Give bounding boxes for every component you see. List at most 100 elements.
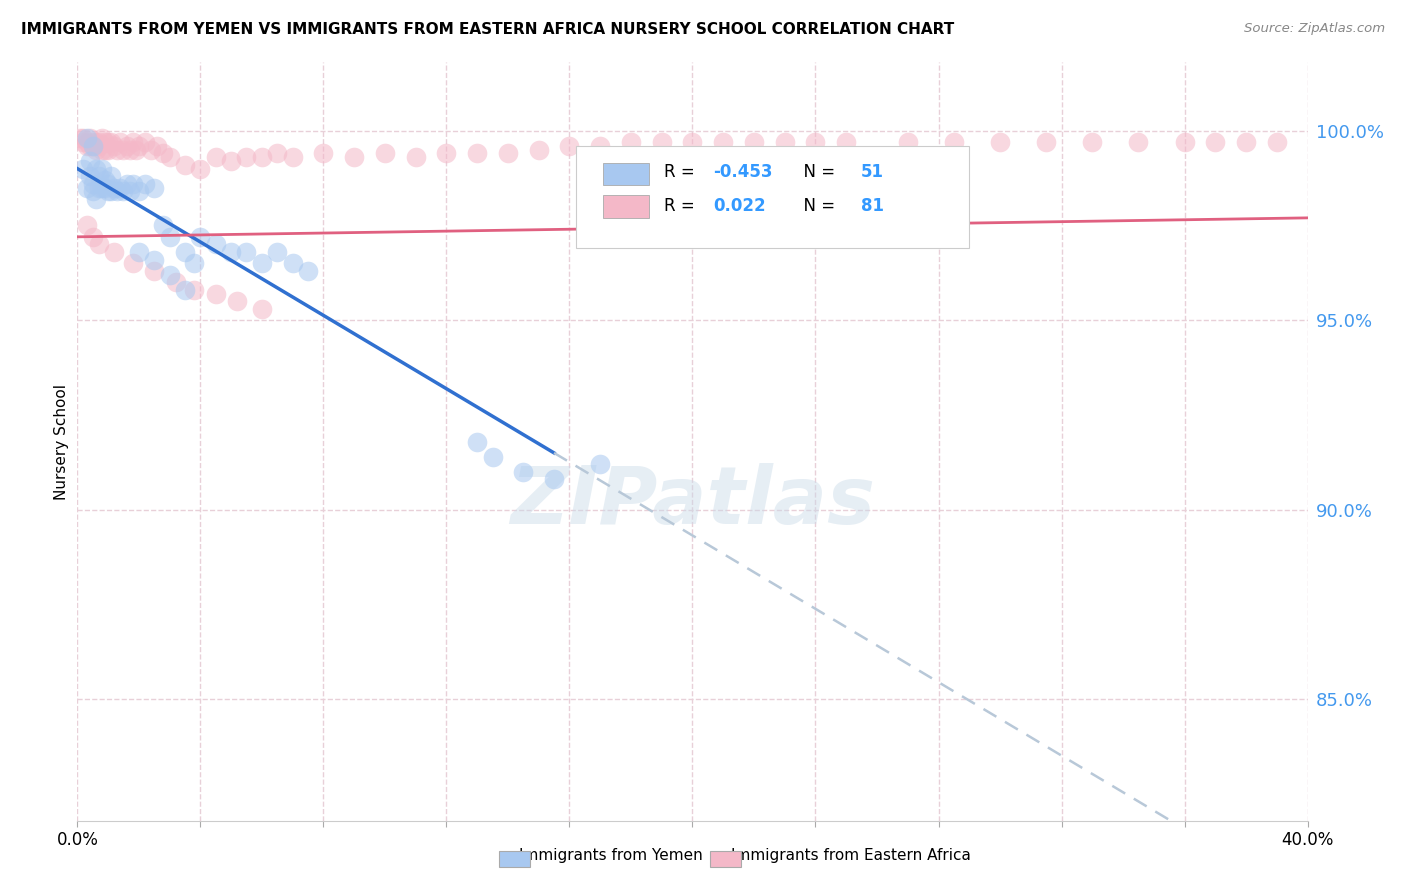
Point (118, 184, 141, 198)
Point (82, 138, 104, 153)
Text: ZIPatlas: ZIPatlas (510, 463, 875, 541)
Point (72, 131, 94, 145)
Point (97, 135, 120, 149)
Point (84, 192, 107, 206)
Point (84, 161, 107, 176)
Point (183, 283, 205, 297)
Point (204, 150, 226, 164)
Point (72, 135, 94, 149)
Point (103, 180, 125, 194)
Point (465, 434, 488, 449)
FancyBboxPatch shape (575, 145, 969, 248)
Point (266, 244, 288, 259)
Text: Source: ZipAtlas.com: Source: ZipAtlas.com (1244, 22, 1385, 36)
Point (143, 180, 166, 194)
FancyBboxPatch shape (603, 195, 650, 218)
Point (835, 135, 858, 149)
Point (82, 135, 104, 149)
Point (188, 161, 212, 176)
Point (527, 143, 550, 157)
Point (219, 244, 242, 259)
Point (297, 264, 319, 278)
Point (312, 146, 335, 161)
Point (79, 131, 101, 145)
Point (1081, 135, 1104, 149)
Point (589, 138, 612, 153)
Point (988, 135, 1011, 149)
Text: 81: 81 (860, 197, 884, 215)
Point (152, 146, 174, 161)
Point (103, 138, 125, 153)
Y-axis label: Nursery School: Nursery School (53, 384, 69, 500)
Point (465, 146, 488, 161)
Point (804, 135, 827, 149)
Point (174, 158, 197, 172)
Point (1265, 135, 1288, 149)
Point (97, 143, 120, 157)
Point (97, 177, 120, 191)
Point (94, 135, 117, 149)
Point (204, 286, 226, 301)
Point (105, 143, 128, 157)
Point (121, 256, 143, 270)
Point (1174, 135, 1197, 149)
Point (82, 138, 104, 153)
Point (110, 180, 132, 194)
Point (1035, 135, 1057, 149)
Point (146, 138, 169, 153)
Text: 51: 51 (860, 162, 884, 180)
Point (82, 177, 104, 191)
Point (226, 294, 249, 309)
Point (436, 146, 458, 161)
Point (152, 219, 174, 233)
Text: -0.453: -0.453 (713, 162, 773, 180)
Point (143, 264, 166, 278)
Point (69, 131, 91, 145)
Point (112, 143, 135, 157)
Point (115, 138, 138, 153)
Point (174, 283, 197, 297)
Point (90, 143, 114, 157)
Point (100, 169, 122, 183)
Point (105, 184, 128, 198)
Point (128, 184, 150, 198)
Point (159, 268, 181, 282)
Point (543, 472, 565, 486)
Point (76, 131, 98, 145)
Text: Immigrants from Eastern Africa: Immigrants from Eastern Africa (731, 848, 972, 863)
Point (76, 180, 98, 194)
Point (76, 138, 98, 153)
Point (343, 150, 366, 164)
Point (651, 135, 673, 149)
Point (204, 237, 226, 252)
Point (103, 244, 125, 259)
Text: IMMIGRANTS FROM YEMEN VS IMMIGRANTS FROM EASTERN AFRICA NURSERY SCHOOL CORRELATI: IMMIGRANTS FROM YEMEN VS IMMIGRANTS FROM… (21, 22, 955, 37)
Point (250, 150, 273, 164)
Point (79, 153, 101, 168)
Text: Immigrants from Yemen: Immigrants from Yemen (519, 848, 703, 863)
Text: N =: N = (793, 162, 841, 180)
Text: 0.022: 0.022 (713, 197, 766, 215)
Point (281, 256, 304, 270)
Point (281, 150, 304, 164)
Point (159, 229, 181, 244)
Point (87, 180, 110, 194)
Point (100, 135, 122, 149)
Point (87, 237, 110, 252)
Point (558, 138, 581, 153)
Point (121, 135, 143, 149)
Point (141, 143, 163, 157)
Point (128, 138, 150, 153)
Point (84, 135, 107, 149)
Point (481, 450, 503, 464)
Point (87, 135, 110, 149)
Point (90, 161, 114, 176)
Point (742, 135, 765, 149)
Text: N =: N = (793, 197, 841, 215)
Text: R =: R = (664, 197, 706, 215)
Point (87, 138, 110, 153)
Point (90, 131, 114, 145)
Point (94, 173, 117, 187)
Point (1204, 135, 1226, 149)
Point (76, 135, 98, 149)
